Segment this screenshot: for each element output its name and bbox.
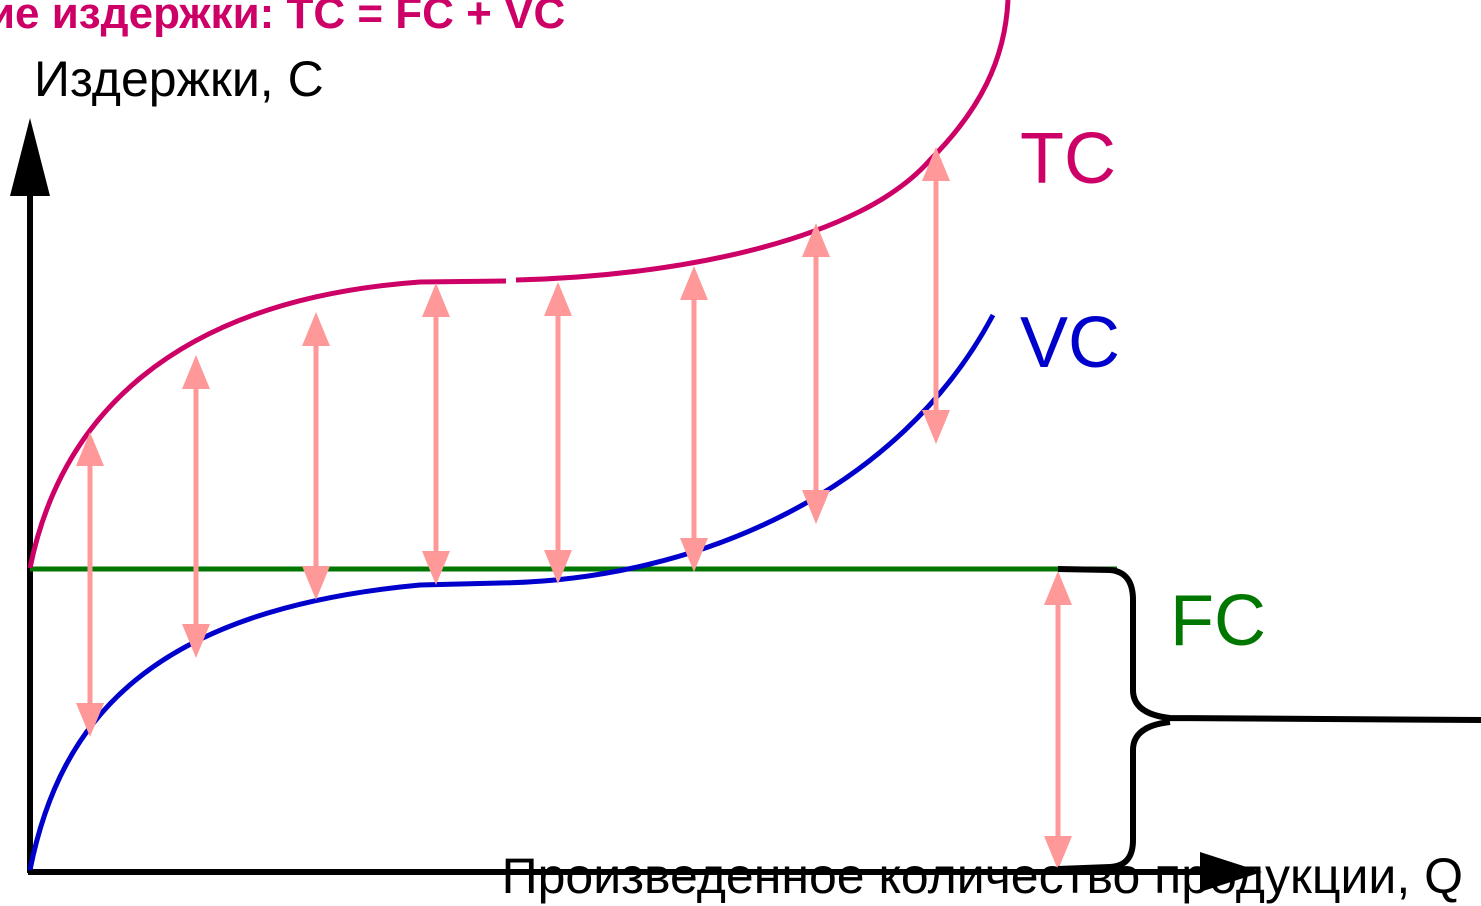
gap-arrow-head-down [422,551,450,585]
tc-curve-left [27,278,507,569]
y-axis-arrowhead [10,118,50,196]
y-axis-label: Издержки, C [34,51,324,107]
gap-arrow-head-down [680,538,708,572]
gap-arrow-4 [422,283,450,585]
tc-curve-right [515,0,1011,283]
gap-arrow-head-down [544,550,572,584]
gap-arrow-head-up [1044,571,1072,605]
gap-arrow-head-up [922,147,950,181]
gap-arrow-head-down [76,703,104,737]
gap-arrow-head-down [922,410,950,444]
gap-arrow-head-down [1044,836,1072,870]
axes [10,118,1262,892]
gap-arrow-head-down [182,624,210,658]
gap-arrow-head-down [802,490,830,524]
x-axis-label: Произведенное количество продукции, Q [502,848,1463,904]
gap-arrow-head-up [302,312,330,346]
x-axis-arrowhead [1200,852,1262,892]
gap-arrow-head-up [802,223,830,257]
gap-arrow-head-up [76,432,104,466]
legend-fc: FC [1170,581,1266,661]
gap-arrow-5 [544,282,572,584]
gap-arrow-2 [182,355,210,658]
gap-arrow-9 [1044,571,1072,870]
gap-arrow-head-up [182,355,210,389]
gap-arrow-8 [922,147,950,444]
gap-arrow-1 [76,432,104,737]
gap-arrow-head-up [422,283,450,317]
chart-title: ие издержки: TC = FC + VC [0,0,565,38]
gap-arrow-head-up [544,282,572,316]
gap-arrow-6 [680,266,708,572]
vc-curve [27,313,996,871]
gap-arrow-7 [802,223,830,524]
gap-arrows [76,147,1072,870]
gap-arrow-head-up [680,266,708,300]
legend-tc: TC [1020,119,1116,199]
fc-brace [1057,566,1481,872]
gap-arrow-3 [302,312,330,600]
legend-vc: VC [1020,303,1120,383]
gap-arrow-head-down [302,566,330,600]
